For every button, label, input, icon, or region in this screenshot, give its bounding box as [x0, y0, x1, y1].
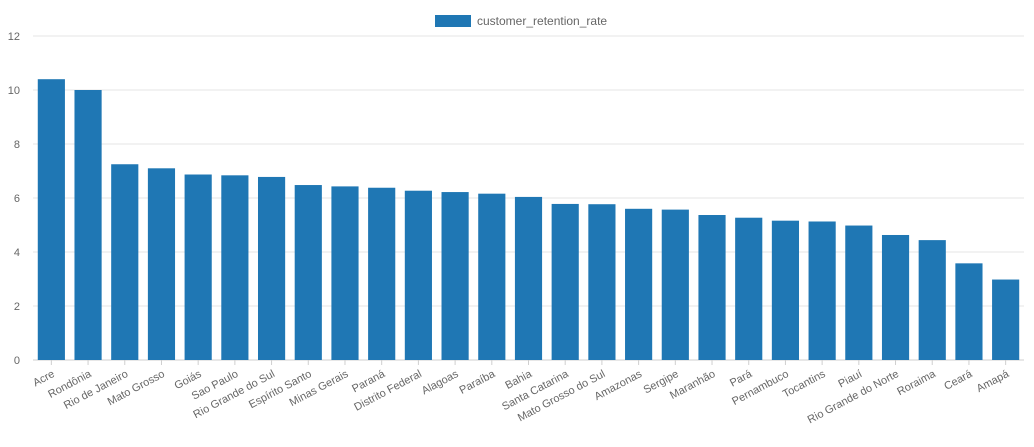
legend[interactable]: customer_retention_rate [435, 14, 607, 28]
bar[interactable] [881, 234, 910, 360]
bar[interactable] [478, 193, 506, 360]
x-tick-label: Ceará [942, 368, 975, 393]
bar[interactable] [625, 208, 653, 360]
bar[interactable] [661, 209, 689, 360]
bar[interactable] [845, 225, 873, 360]
y-axis-ticks: 0 2 4 6 8 10 12 [8, 31, 20, 367]
y-tick-label: 4 [14, 247, 20, 259]
y-tick-label: 10 [8, 85, 20, 97]
x-tick-label: Paraíba [458, 368, 498, 397]
legend-swatch [435, 15, 471, 27]
y-tick-label: 2 [14, 301, 20, 313]
bar[interactable] [771, 220, 800, 360]
x-tick-label: Roraima [895, 368, 938, 399]
legend-label: customer_retention_rate [477, 14, 607, 28]
y-tick-label: 8 [14, 139, 20, 151]
bar[interactable] [441, 192, 469, 360]
bar[interactable] [184, 174, 212, 360]
bar[interactable] [221, 175, 249, 360]
bar[interactable] [551, 203, 579, 360]
bar[interactable] [294, 185, 322, 360]
bar[interactable] [992, 279, 1020, 360]
bar[interactable] [808, 221, 836, 360]
y-tick-label: 12 [8, 31, 20, 43]
bar[interactable] [111, 164, 139, 360]
bar[interactable] [514, 196, 543, 360]
y-tick-label: 6 [14, 193, 20, 205]
bar[interactable] [147, 168, 176, 360]
x-tick-label: Alagoas [420, 368, 461, 397]
y-tick-label: 0 [14, 355, 20, 367]
bar[interactable] [955, 263, 983, 360]
x-tick-label: Tocantins [781, 368, 828, 401]
x-tick-label: Amapá [975, 368, 1012, 395]
bars [37, 79, 1020, 360]
bar[interactable] [588, 204, 616, 360]
bar[interactable] [74, 90, 102, 360]
bar[interactable] [698, 215, 726, 360]
bar[interactable] [37, 79, 65, 360]
bar[interactable] [257, 176, 286, 360]
bar[interactable] [918, 240, 946, 360]
bar[interactable] [331, 186, 359, 360]
bar[interactable] [404, 190, 432, 360]
bar[interactable] [368, 187, 396, 360]
bar[interactable] [735, 217, 763, 360]
